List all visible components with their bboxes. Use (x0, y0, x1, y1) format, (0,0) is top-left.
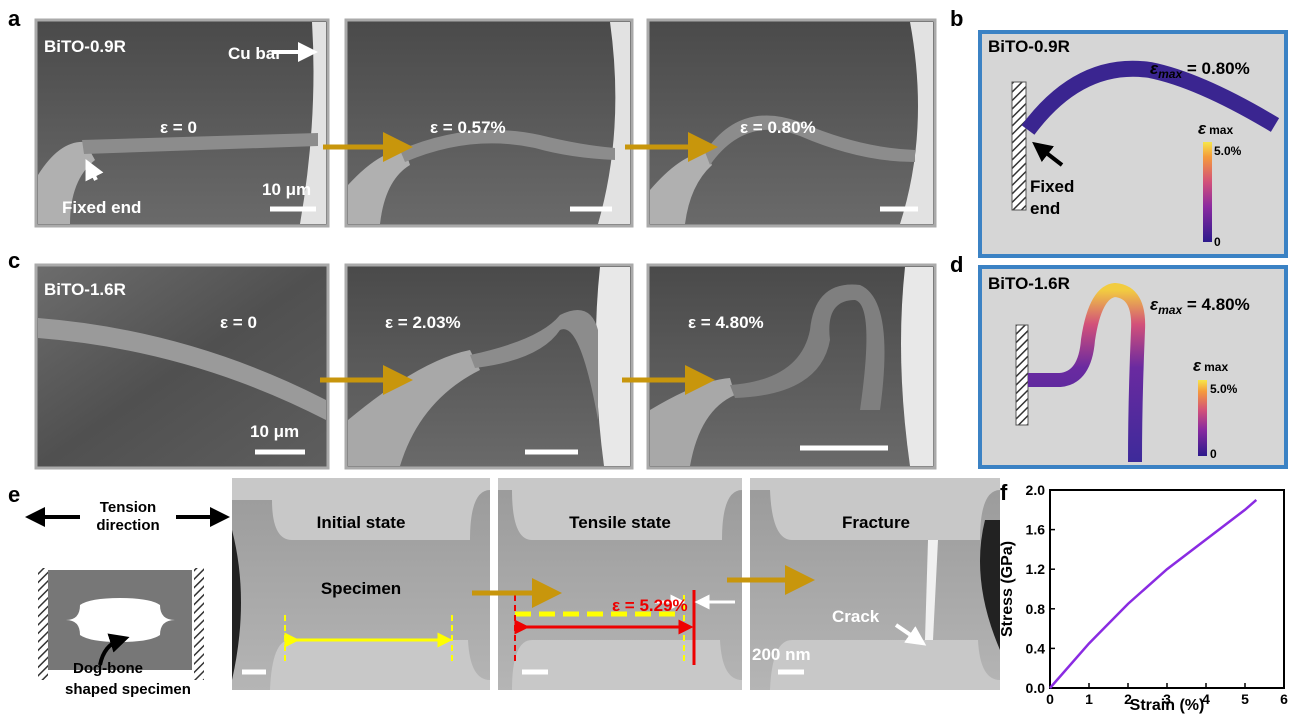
panel-label: f (1000, 480, 1008, 505)
strain-label: ε = 4.80% (688, 313, 764, 332)
dogbone (48, 570, 192, 670)
panel-label: d (950, 252, 963, 277)
state-label: Fracture (842, 513, 910, 532)
sem-image (648, 265, 935, 468)
colorbar-label: 5.0% (1214, 144, 1242, 158)
cu-bar (596, 267, 630, 466)
subscript: max (1204, 360, 1228, 374)
y-tick-label: 0.4 (1026, 640, 1046, 656)
y-tick-label: 0.0 (1026, 680, 1046, 696)
panel-label: b (950, 6, 963, 31)
subscript: max (1158, 303, 1183, 317)
y-tick-label: 0.8 (1026, 601, 1046, 617)
annotation: Fixed (1030, 177, 1074, 196)
panel-label: a (8, 6, 21, 31)
sample-label: BiTO-0.9R (988, 37, 1070, 56)
y-tick-label: 2.0 (1026, 482, 1046, 498)
annotation: Tension (100, 499, 156, 516)
symbol: ε (1193, 356, 1202, 375)
annotation: Fixed end (62, 198, 141, 217)
plot-frame (1050, 490, 1284, 688)
annotation: Crack (832, 607, 880, 626)
strain-label: ε = 5.29% (612, 596, 688, 615)
scale-label: 10 μm (262, 180, 311, 199)
figure: a BiTO-0.9R Cu bar ε = 0 Fixed end 10 μm… (0, 0, 1292, 714)
fixed-wall (1016, 325, 1028, 425)
colorbar-label: 5.0% (1210, 382, 1238, 396)
grip (38, 568, 48, 680)
y-tick-label: 1.2 (1026, 561, 1046, 577)
subscript: max (1158, 67, 1183, 81)
symbol: ε (1198, 119, 1207, 138)
annotation: Specimen (321, 579, 401, 598)
x-axis-label: Strain (%) (1130, 697, 1205, 714)
x-tick-label: 6 (1280, 691, 1288, 707)
value: = 4.80% (1182, 295, 1250, 314)
colorbar (1203, 142, 1212, 242)
data-line (1050, 500, 1256, 688)
annotation: end (1030, 199, 1060, 218)
annotation: Dog-bone (73, 660, 143, 677)
strain-label: ε = 2.03% (385, 313, 461, 332)
sample-label: BiTO-0.9R (44, 37, 126, 56)
colorbar-label: 0 (1214, 235, 1221, 249)
value: = 0.80% (1182, 59, 1250, 78)
annotation: direction (96, 517, 159, 534)
strain-label: ε = 0.80% (740, 118, 816, 137)
state-label: Initial state (317, 513, 406, 532)
panel-label: c (8, 248, 20, 273)
scale-label: 10 μm (250, 422, 299, 441)
sample-label: BiTO-1.6R (44, 280, 126, 299)
x-tick-label: 0 (1046, 691, 1054, 707)
panel-label: e (8, 482, 20, 507)
fixed-wall (1012, 82, 1026, 210)
x-tick-label: 1 (1085, 691, 1093, 707)
colorbar (1198, 380, 1207, 456)
y-tick-label: 1.6 (1026, 522, 1046, 538)
sem-image (346, 265, 632, 468)
sem-image (498, 478, 742, 690)
grip-bottom (498, 640, 742, 690)
colorbar-label: 0 (1210, 447, 1217, 461)
grip (194, 568, 204, 680)
subscript: max (1209, 123, 1233, 137)
strain-label: ε = 0.57% (430, 118, 506, 137)
annotation: shaped specimen (65, 681, 191, 698)
strain-label: ε = 0 (220, 313, 257, 332)
scale-label: 200 nm (752, 645, 811, 664)
y-axis-label: Stress (GPa) (999, 541, 1016, 637)
sample-label: BiTO-1.6R (988, 274, 1070, 293)
strain-label: ε = 0 (160, 118, 197, 137)
x-tick-label: 5 (1241, 691, 1249, 707)
state-label: Tensile state (569, 513, 671, 532)
